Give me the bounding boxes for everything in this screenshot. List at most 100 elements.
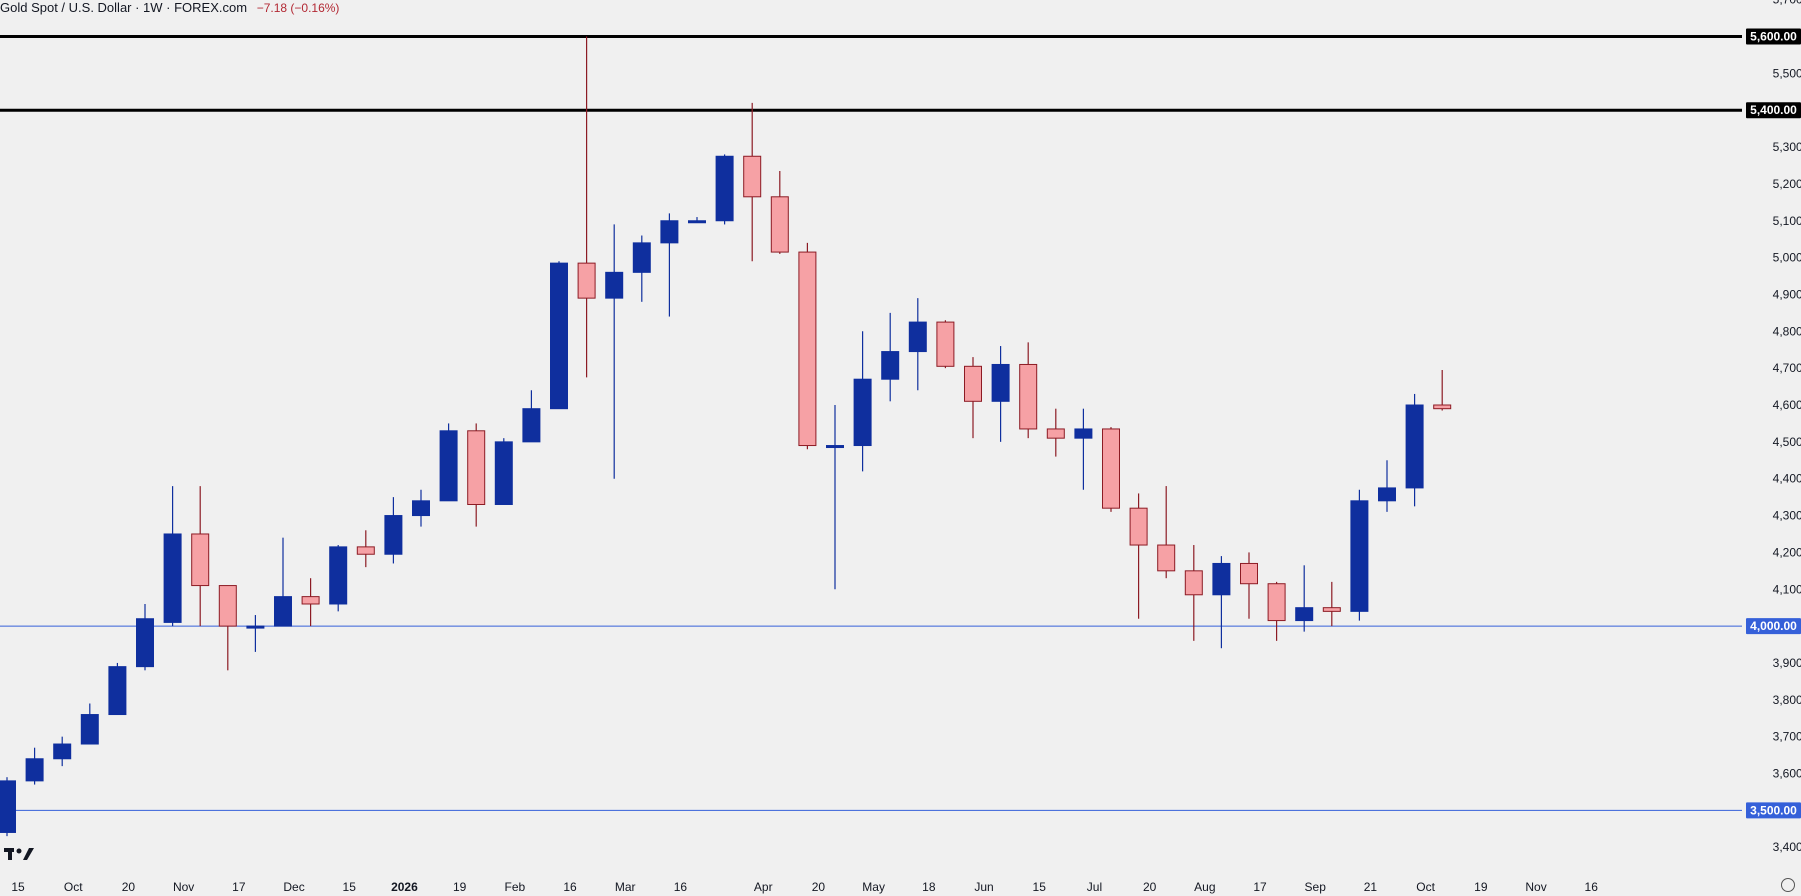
candle-4[interactable] bbox=[108, 662, 127, 716]
x-tick-label-7: 15 bbox=[343, 880, 357, 894]
candle-11[interactable] bbox=[301, 578, 320, 627]
candle-44[interactable] bbox=[1212, 556, 1231, 649]
candle-body-16 bbox=[439, 430, 458, 502]
candle-13[interactable] bbox=[356, 530, 375, 568]
candle-body-9 bbox=[246, 625, 265, 629]
candle-46[interactable] bbox=[1267, 581, 1286, 641]
candle-23[interactable] bbox=[632, 235, 651, 302]
candle-45[interactable] bbox=[1240, 552, 1258, 619]
y-tick-label-16: 5,000.00 bbox=[1773, 251, 1801, 265]
candle-21[interactable] bbox=[577, 36, 596, 378]
x-tick-label-23: 17 bbox=[1253, 880, 1267, 894]
candle-36[interactable] bbox=[991, 346, 1010, 442]
candle-17[interactable] bbox=[467, 423, 486, 527]
candle-body-5 bbox=[136, 618, 154, 668]
candle-body-6 bbox=[163, 533, 182, 623]
candle-39[interactable] bbox=[1074, 408, 1093, 490]
candle-43[interactable] bbox=[1184, 545, 1203, 641]
candle-body-18 bbox=[494, 441, 513, 505]
candle-body-46 bbox=[1267, 583, 1286, 622]
level-badge-label-0: 5,600.00 bbox=[1750, 30, 1797, 44]
candle-25[interactable] bbox=[688, 217, 706, 224]
candle-24[interactable] bbox=[660, 213, 679, 317]
x-tick-label-28: Nov bbox=[1525, 880, 1546, 894]
candle-31[interactable] bbox=[853, 331, 872, 472]
candle-body-41 bbox=[1129, 507, 1148, 546]
candle-body-29 bbox=[798, 251, 817, 447]
candle-29[interactable] bbox=[798, 242, 817, 450]
candle-26[interactable] bbox=[715, 154, 734, 225]
candle-3[interactable] bbox=[80, 703, 99, 745]
y-tick-label-10: 4,400.00 bbox=[1773, 472, 1801, 486]
candle-12[interactable] bbox=[329, 545, 348, 612]
candle-body-7 bbox=[191, 533, 210, 587]
candles bbox=[0, 36, 1452, 837]
candle-0[interactable] bbox=[0, 777, 16, 837]
candle-42[interactable] bbox=[1157, 486, 1176, 579]
candle-38[interactable] bbox=[1046, 408, 1065, 457]
candle-49[interactable] bbox=[1350, 489, 1369, 621]
candle-body-42 bbox=[1157, 544, 1176, 572]
candle-body-28 bbox=[770, 196, 789, 253]
candle-30[interactable] bbox=[826, 405, 844, 590]
y-tick-label-13: 4,700.00 bbox=[1773, 361, 1801, 375]
x-tick-label-9: 19 bbox=[453, 880, 467, 894]
symbol-title: Gold Spot / U.S. Dollar · 1W · FOREX.com bbox=[0, 0, 248, 15]
y-tick-label-3: 3,700.00 bbox=[1773, 730, 1801, 744]
candle-51[interactable] bbox=[1405, 393, 1424, 507]
candle-1[interactable] bbox=[25, 747, 44, 785]
candle-32[interactable] bbox=[881, 312, 900, 402]
y-tick-label-14: 4,800.00 bbox=[1773, 324, 1801, 338]
candle-body-40 bbox=[1102, 428, 1120, 509]
candle-50[interactable] bbox=[1378, 460, 1396, 512]
time-axis: Sep 15 Oct 20 Nov 17 Dec 15 2026 19 Feb 16 Mar 16 Apr 2… bbox=[11, 880, 1598, 894]
candle-22[interactable] bbox=[605, 224, 624, 479]
candle-47[interactable] bbox=[1295, 565, 1314, 632]
candle-body-36 bbox=[991, 363, 1010, 402]
x-tick-label-12: Mar bbox=[615, 880, 636, 894]
candle-10[interactable] bbox=[274, 537, 292, 627]
candle-27[interactable] bbox=[743, 102, 762, 262]
candle-body-19 bbox=[522, 408, 541, 443]
chart-title-bar: Gold Spot / U.S. Dollar · 1W · FOREX.com… bbox=[0, 0, 344, 18]
candle-20[interactable] bbox=[550, 261, 568, 410]
tradingview-logo-icon[interactable] bbox=[4, 846, 36, 862]
candle-6[interactable] bbox=[163, 486, 182, 627]
candle-body-10 bbox=[274, 596, 292, 627]
y-tick-label-17: 5,100.00 bbox=[1773, 214, 1801, 228]
level-badge-2 bbox=[1746, 618, 1801, 635]
y-tick-label-21: 5,500.00 bbox=[1773, 66, 1801, 80]
candle-15[interactable] bbox=[412, 489, 430, 527]
settings-gear-icon[interactable] bbox=[1781, 878, 1795, 892]
level-badge-0 bbox=[1746, 28, 1801, 45]
level-badge-label-1: 5,400.00 bbox=[1750, 103, 1797, 117]
candle-19[interactable] bbox=[522, 390, 541, 443]
candle-body-27 bbox=[743, 155, 762, 198]
x-tick-label-22: Aug bbox=[1194, 880, 1215, 894]
y-tick-label-0: 3,400.00 bbox=[1773, 840, 1801, 854]
price-axis: 3,400.00 3,600.00 3,700.00 3,800.00 3,900.00… bbox=[1773, 0, 1801, 854]
candle-40[interactable] bbox=[1102, 427, 1120, 512]
candle-8[interactable] bbox=[218, 585, 237, 671]
candle-41[interactable] bbox=[1129, 493, 1148, 619]
candle-body-1 bbox=[25, 758, 44, 782]
candle-37[interactable] bbox=[1019, 342, 1038, 439]
candle-34[interactable] bbox=[936, 320, 955, 369]
candle-52[interactable] bbox=[1433, 369, 1452, 411]
candle-7[interactable] bbox=[191, 486, 210, 627]
level-badge-label-3: 3,500.00 bbox=[1750, 803, 1797, 817]
candle-18[interactable] bbox=[494, 438, 513, 505]
candle-48[interactable] bbox=[1322, 581, 1341, 627]
level-badge-label-2: 4,000.00 bbox=[1750, 619, 1797, 633]
candle-33[interactable] bbox=[908, 298, 927, 391]
candle-35[interactable] bbox=[964, 357, 982, 439]
candle-28[interactable] bbox=[770, 171, 789, 254]
candle-9[interactable] bbox=[246, 615, 265, 652]
candle-16[interactable] bbox=[439, 423, 458, 502]
candle-5[interactable] bbox=[136, 603, 154, 671]
candle-body-8 bbox=[218, 585, 237, 627]
candle-2[interactable] bbox=[53, 736, 72, 767]
x-tick-label-19: 15 bbox=[1033, 880, 1047, 894]
candle-14[interactable] bbox=[384, 497, 403, 564]
